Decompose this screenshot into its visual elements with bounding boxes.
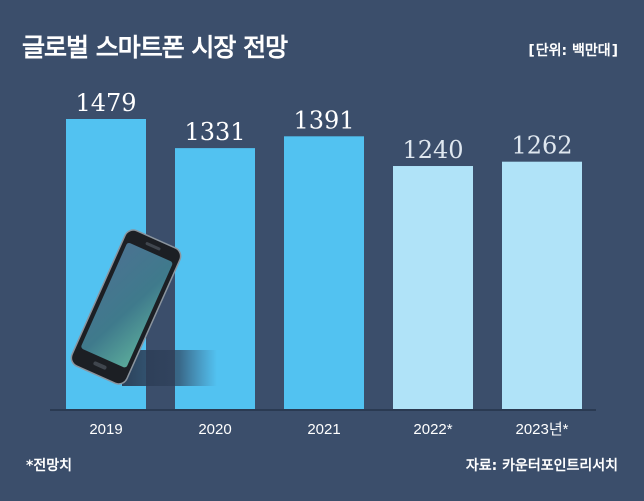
unit-text: 단위: 백만대 [535, 43, 611, 59]
x-tick-label-3: 2021 [307, 421, 340, 438]
bar-3 [284, 136, 364, 411]
chart-title: 글로벌 스마트폰 시장 전망 [22, 33, 288, 62]
x-tick-label-5: 2023년* [515, 421, 568, 438]
bar-5 [502, 161, 582, 410]
unit-bracket-close: ] [611, 43, 618, 59]
value-label-2: 1331 [184, 118, 245, 146]
bar-4 [393, 166, 473, 410]
value-label-1: 1479 [75, 89, 136, 117]
x-tick-label-2: 2020 [198, 421, 231, 438]
x-tick-label-1: 2019 [89, 421, 122, 438]
x-tick-label-4: 2022* [413, 421, 452, 438]
forecast-footnote: *전망치 [26, 458, 72, 474]
value-label-4: 1240 [402, 136, 463, 164]
phone-screen [81, 242, 173, 368]
phone-home-button [93, 361, 107, 370]
source-note: 자료: 카운터포인트리서치 [465, 458, 618, 474]
phone-speaker [145, 242, 161, 251]
smartphone-illustration [70, 229, 217, 386]
unit-label: [단위: 백만대] [528, 40, 618, 60]
value-label-5: 1262 [511, 132, 572, 160]
value-label-3: 1391 [293, 106, 354, 134]
unit-bracket-open: [ [528, 43, 535, 59]
